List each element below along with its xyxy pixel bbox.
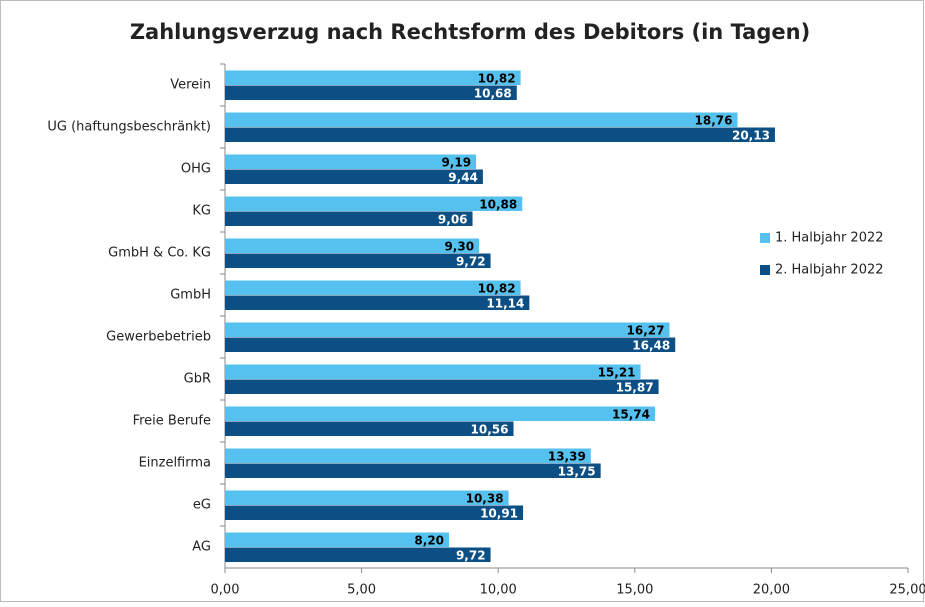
y-tick-label: GmbH & Co. KG: [108, 246, 211, 261]
value-label: 10,82: [478, 71, 516, 85]
value-label: 20,13: [732, 128, 770, 142]
y-tick-label: OHG: [181, 162, 211, 177]
value-label: 9,72: [456, 548, 486, 562]
chart-title: Zahlungsverzug nach Rechtsform des Debit…: [130, 20, 810, 44]
bar: [225, 490, 509, 505]
value-label: 16,48: [632, 338, 670, 352]
value-label: 10,91: [480, 506, 518, 520]
legend-label: 1. Halbjahr 2022: [775, 231, 884, 246]
value-label: 9,19: [441, 155, 471, 169]
bar: [225, 379, 659, 394]
bar: [225, 196, 523, 211]
bar: [225, 70, 521, 85]
legend-swatch: [760, 265, 770, 275]
bar: [225, 295, 530, 310]
legend-label: 2. Halbjahr 2022: [775, 263, 884, 278]
value-label: 13,75: [558, 464, 596, 478]
value-label: 15,21: [598, 365, 636, 379]
value-label: 10,38: [466, 491, 504, 505]
legend-swatch: [760, 233, 770, 243]
value-label: 10,56: [471, 422, 509, 436]
y-tick-label: Freie Berufe: [133, 414, 211, 429]
x-tick-label: 10,00: [480, 583, 517, 598]
x-tick-label: 0,00: [211, 583, 240, 598]
bar: [225, 169, 483, 184]
value-label: 9,30: [444, 239, 474, 253]
value-label: 10,68: [474, 86, 512, 100]
y-tick-label: KG: [192, 204, 211, 219]
value-label: 15,87: [616, 380, 654, 394]
bar: [225, 337, 676, 352]
bar: [225, 211, 473, 226]
x-tick-label: 5,00: [347, 583, 376, 598]
value-label: 10,88: [479, 197, 517, 211]
value-label: 18,76: [695, 113, 733, 127]
value-label: 16,27: [627, 323, 665, 337]
x-tick-label: 20,00: [753, 583, 790, 598]
bar: [225, 448, 591, 463]
y-tick-label: Gewerbebetrieb: [106, 330, 211, 345]
bar: [225, 85, 517, 100]
bar: [225, 238, 480, 253]
value-label: 11,14: [486, 296, 524, 310]
y-tick-label: AG: [192, 540, 211, 555]
x-tick-label: 25,00: [889, 583, 925, 598]
x-tick-label: 15,00: [616, 583, 653, 598]
y-tick-label: GmbH: [170, 288, 211, 303]
value-label: 15,74: [612, 407, 650, 421]
bar: [225, 364, 641, 379]
bar: [225, 532, 450, 547]
y-tick-label: GbR: [184, 372, 211, 387]
bar: [225, 280, 521, 295]
bar: [225, 127, 775, 142]
bar: [225, 322, 670, 337]
bar: [225, 547, 491, 562]
bar: [225, 463, 601, 478]
value-label: 8,20: [414, 533, 444, 547]
y-tick-label: UG (haftungsbeschränkt): [47, 120, 211, 135]
value-label: 13,39: [548, 449, 586, 463]
bar: [225, 154, 477, 169]
value-label: 9,44: [448, 170, 478, 184]
y-tick-label: Einzelfirma: [139, 456, 211, 471]
bar: [225, 112, 738, 127]
y-tick-label: eG: [193, 498, 211, 513]
value-label: 9,72: [456, 254, 486, 268]
bar: [225, 253, 491, 268]
y-tick-label: Verein: [170, 78, 211, 93]
bar: [225, 505, 524, 520]
bar: [225, 406, 656, 421]
value-label: 10,82: [478, 281, 516, 295]
value-label: 9,06: [438, 212, 468, 226]
bar: [225, 421, 514, 436]
